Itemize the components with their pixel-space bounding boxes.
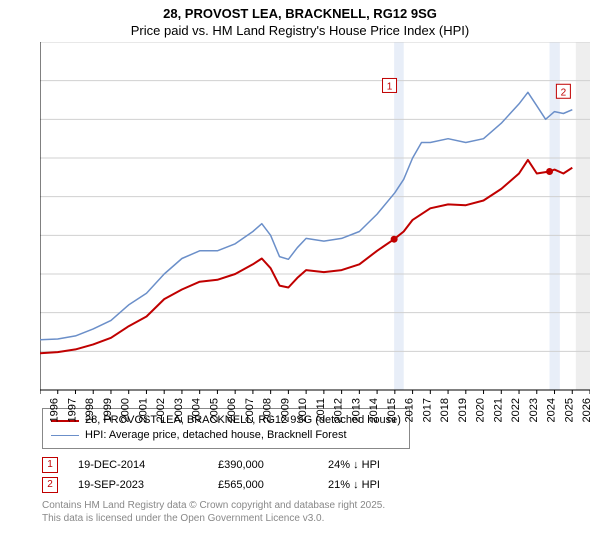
svg-text:2004: 2004 bbox=[191, 398, 203, 422]
svg-text:2006: 2006 bbox=[226, 398, 238, 422]
svg-text:1999: 1999 bbox=[102, 398, 114, 422]
sale-marker-row: 1 19-DEC-2014£390,00024% ↓ HPI bbox=[42, 457, 600, 473]
svg-text:2001: 2001 bbox=[137, 398, 149, 422]
sale-marker-row: 2 19-SEP-2023£565,00021% ↓ HPI bbox=[42, 477, 600, 493]
sale-price: £390,000 bbox=[218, 459, 328, 471]
attribution-line2: This data is licensed under the Open Gov… bbox=[42, 512, 600, 525]
svg-text:2023: 2023 bbox=[528, 398, 540, 422]
svg-text:2021: 2021 bbox=[492, 398, 504, 422]
svg-text:2008: 2008 bbox=[262, 398, 274, 422]
chart-title-line1: 28, PROVOST LEA, BRACKNELL, RG12 9SG bbox=[0, 0, 600, 23]
svg-text:2014: 2014 bbox=[368, 398, 380, 422]
svg-text:1995: 1995 bbox=[40, 398, 43, 422]
sale-marker-number: 1 bbox=[42, 457, 58, 473]
attribution: Contains HM Land Registry data © Crown c… bbox=[42, 499, 600, 525]
svg-text:2018: 2018 bbox=[439, 398, 451, 422]
sale-date: 19-SEP-2023 bbox=[78, 479, 218, 491]
sale-date: 19-DEC-2014 bbox=[78, 459, 218, 471]
svg-text:2002: 2002 bbox=[155, 398, 167, 422]
svg-text:2015: 2015 bbox=[386, 398, 398, 422]
line-chart: £0£100K£200K£300K£400K£500K£600K£700K£80… bbox=[40, 42, 590, 430]
svg-text:2017: 2017 bbox=[421, 398, 433, 422]
svg-text:2003: 2003 bbox=[173, 398, 185, 422]
svg-text:2024: 2024 bbox=[546, 398, 558, 422]
svg-text:2016: 2016 bbox=[404, 398, 416, 422]
svg-text:1998: 1998 bbox=[84, 398, 96, 422]
svg-text:2020: 2020 bbox=[475, 398, 487, 422]
svg-text:2013: 2013 bbox=[350, 398, 362, 422]
attribution-line1: Contains HM Land Registry data © Crown c… bbox=[42, 499, 600, 512]
svg-text:2000: 2000 bbox=[120, 398, 132, 422]
chart-area: £0£100K£200K£300K£400K£500K£600K£700K£80… bbox=[40, 42, 590, 402]
svg-text:2012: 2012 bbox=[333, 398, 345, 422]
sale-vs-hpi: 21% ↓ HPI bbox=[328, 479, 438, 491]
sale-vs-hpi: 24% ↓ HPI bbox=[328, 459, 438, 471]
svg-text:2022: 2022 bbox=[510, 398, 522, 422]
svg-text:2007: 2007 bbox=[244, 398, 256, 422]
legend-item: HPI: Average price, detached house, Brac… bbox=[51, 428, 401, 443]
sale-marker-number: 2 bbox=[42, 477, 58, 493]
sale-markers-table: 1 19-DEC-2014£390,00024% ↓ HPI 2 19-SEP-202… bbox=[42, 457, 600, 493]
svg-text:1996: 1996 bbox=[49, 398, 61, 422]
svg-text:2009: 2009 bbox=[279, 398, 291, 422]
svg-text:2010: 2010 bbox=[297, 398, 309, 422]
svg-text:1: 1 bbox=[387, 81, 393, 92]
svg-text:2: 2 bbox=[561, 87, 567, 98]
legend-label: HPI: Average price, detached house, Brac… bbox=[85, 428, 347, 443]
legend-swatch bbox=[51, 435, 79, 436]
svg-text:2005: 2005 bbox=[208, 398, 220, 422]
svg-text:2026: 2026 bbox=[581, 398, 590, 422]
sale-price: £565,000 bbox=[218, 479, 328, 491]
svg-text:2011: 2011 bbox=[315, 398, 327, 422]
svg-text:1997: 1997 bbox=[66, 398, 78, 422]
svg-text:2019: 2019 bbox=[457, 398, 469, 422]
svg-text:2025: 2025 bbox=[563, 398, 575, 422]
chart-title-line2: Price paid vs. HM Land Registry's House … bbox=[0, 23, 600, 42]
